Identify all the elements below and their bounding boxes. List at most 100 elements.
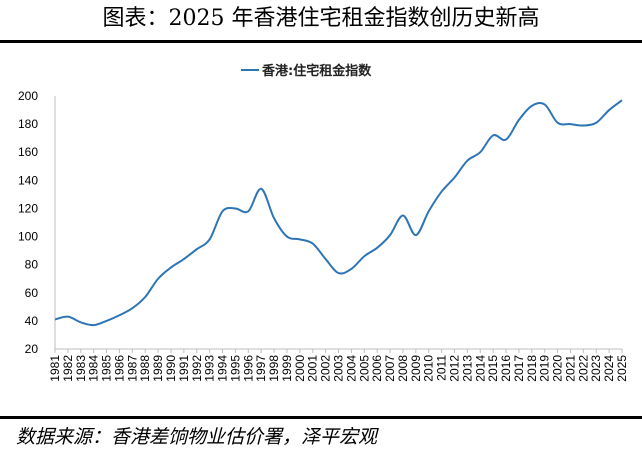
- x-tick-label: 1992: [190, 355, 204, 382]
- data-point: [157, 278, 159, 280]
- x-tick-label: 1994: [216, 355, 230, 382]
- x-tick-label: 2019: [538, 355, 552, 382]
- x-tick-label: 1982: [61, 355, 75, 382]
- y-tick-label: 160: [18, 145, 38, 159]
- data-point: [363, 255, 365, 257]
- x-tick-label: 2009: [409, 355, 423, 382]
- legend-label: 香港:住宅租金指数: [261, 63, 372, 79]
- data-point: [466, 159, 468, 161]
- data-point: [131, 307, 133, 309]
- x-tick-label: 2003: [332, 355, 346, 382]
- data-point: [428, 210, 430, 212]
- x-tick-label: 1987: [125, 355, 139, 382]
- data-point: [415, 234, 417, 236]
- data-point: [312, 242, 314, 244]
- y-axis: 20 40 60 80 100 120 140 160 180 200: [18, 89, 56, 356]
- x-tick-label: 2006: [370, 355, 384, 382]
- data-point: [556, 122, 558, 124]
- bottom-rule: [0, 416, 642, 419]
- x-tick-label: 1990: [164, 355, 178, 382]
- y-tick-label: 100: [18, 230, 38, 244]
- data-point: [67, 315, 69, 317]
- y-tick-label: 80: [25, 258, 39, 272]
- x-tick-label: 2013: [460, 355, 474, 382]
- x-tick-label: 2011: [435, 355, 449, 381]
- x-tick-label: 1983: [74, 355, 88, 382]
- top-rule: [0, 40, 642, 43]
- data-point: [105, 320, 107, 322]
- x-tick-label: 1995: [228, 355, 242, 382]
- data-point: [299, 238, 301, 240]
- data-point: [118, 314, 120, 316]
- data-point: [621, 99, 623, 101]
- x-tick-label: 2015: [486, 355, 500, 382]
- data-point: [208, 238, 210, 240]
- data-point: [286, 235, 288, 237]
- x-tick-label: 2016: [499, 355, 513, 382]
- data-point: [80, 321, 82, 323]
- data-point: [492, 134, 494, 136]
- data-point: [505, 138, 507, 140]
- x-tick-label: 2024: [602, 355, 616, 382]
- data-point: [144, 296, 146, 298]
- x-tick-label: 1996: [241, 355, 255, 382]
- x-tick-label: 2001: [306, 355, 320, 382]
- data-point: [389, 234, 391, 236]
- x-tick-label: 2002: [319, 355, 333, 382]
- x-tick-label: 2020: [551, 355, 565, 382]
- x-tick-label: 1998: [267, 355, 281, 382]
- data-point: [350, 268, 352, 270]
- line-chart: 香港:住宅租金指数 20 40 60 80 100 120 140 160 180 200 198…: [18, 63, 629, 382]
- series-line: [54, 99, 623, 327]
- data-point: [54, 318, 56, 320]
- x-tick-label: 1986: [112, 355, 126, 382]
- data-point: [569, 123, 571, 125]
- y-tick-label: 40: [25, 314, 39, 328]
- x-tick-label: 2021: [563, 355, 577, 382]
- x-tick-label: 2023: [589, 355, 603, 382]
- x-tick-label: 1999: [280, 355, 294, 382]
- data-point: [543, 103, 545, 105]
- data-point: [221, 210, 223, 212]
- x-tick-label: 2000: [293, 355, 307, 382]
- x-axis: 1981198219831984198519861987198819891990…: [48, 348, 629, 382]
- data-point: [92, 324, 94, 326]
- chart-title: 图表：2025 年香港住宅租金指数创历史新高: [102, 6, 540, 31]
- y-tick-label: 200: [18, 89, 38, 103]
- data-point: [479, 151, 481, 153]
- source-note: 数据来源：香港差饷物业估价署，泽平宏观: [16, 426, 378, 448]
- x-tick-label: 2022: [576, 355, 590, 382]
- x-tick-label: 2005: [357, 355, 371, 382]
- y-tick-label: 60: [25, 286, 39, 300]
- x-tick-label: 2007: [383, 355, 397, 382]
- data-point: [608, 109, 610, 111]
- x-tick-label: 1997: [254, 355, 268, 382]
- data-point: [273, 217, 275, 219]
- data-point: [376, 247, 378, 249]
- x-tick-label: 1981: [48, 355, 62, 382]
- data-point: [196, 248, 198, 250]
- x-tick-label: 2014: [473, 355, 487, 382]
- data-point: [531, 105, 533, 107]
- legend: 香港:住宅租金指数: [241, 63, 372, 79]
- data-point: [595, 122, 597, 124]
- x-tick-label: 2018: [525, 355, 539, 382]
- data-point: [183, 258, 185, 260]
- x-tick-label: 2025: [615, 355, 629, 382]
- x-tick-label: 1993: [203, 355, 217, 382]
- y-tick-label: 20: [25, 342, 39, 356]
- data-point: [260, 188, 262, 190]
- x-tick-label: 1988: [138, 355, 152, 382]
- data-point: [453, 176, 455, 178]
- x-tick-label: 2010: [422, 355, 436, 382]
- data-point: [324, 258, 326, 260]
- data-point: [337, 272, 339, 274]
- y-tick-label: 120: [18, 201, 38, 215]
- x-tick-label: 1985: [100, 355, 114, 382]
- data-point: [247, 210, 249, 212]
- data-point: [518, 119, 520, 121]
- data-point: [234, 207, 236, 209]
- x-tick-label: 1984: [87, 355, 101, 382]
- x-tick-label: 1989: [151, 355, 165, 382]
- x-tick-label: 1991: [177, 355, 191, 382]
